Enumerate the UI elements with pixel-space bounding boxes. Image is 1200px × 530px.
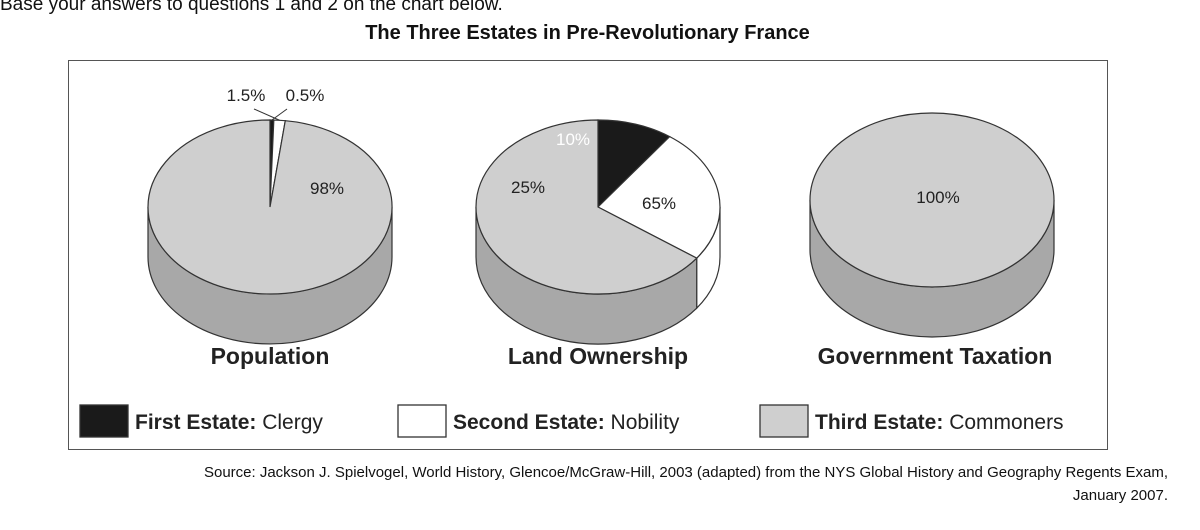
- pie-population: 0.5% 1.5% 98% Population: [147, 86, 393, 369]
- legend-swatch: [397, 404, 447, 438]
- slice-label: 1.5%: [227, 86, 266, 105]
- pie-slice-first-estate: [597, 119, 671, 209]
- legend-swatch: [759, 404, 809, 438]
- source-line-2: January 2007.: [1072, 487, 1168, 504]
- pie-caption: Government Taxation: [818, 343, 1053, 369]
- pie-slice-second-estate: [596, 135, 721, 259]
- pie-land-ownership: 10% 25% 65% Land Ownership: [475, 119, 721, 369]
- legend-item-second-estate: Second Estate: Nobility: [397, 404, 680, 438]
- pie-slice-third-estate: [475, 119, 698, 295]
- source-line-1: Source: Jackson J. Spielvogel, World His…: [203, 464, 1168, 481]
- legend-label: Second Estate: Nobility: [453, 411, 680, 434]
- legend-label: Third Estate: Commoners: [815, 411, 1064, 434]
- pie-caption: Land Ownership: [508, 343, 688, 369]
- slice-label: 25%: [511, 178, 545, 197]
- legend-item-third-estate: Third Estate: Commoners: [759, 404, 1064, 438]
- slice-label: 10%: [556, 130, 590, 149]
- callout-line: [253, 108, 280, 121]
- pie-slice-third-estate: [809, 112, 1055, 288]
- intro-instruction: Base your answers to questions 1 and 2 o…: [0, 0, 503, 15]
- pie-caption: Population: [211, 343, 330, 369]
- source-citation: Source: Jackson J. Spielvogel, World His…: [38, 461, 1168, 507]
- pie-government-taxation: 100% Government Taxation: [809, 112, 1055, 369]
- legend-label: First Estate: Clergy: [135, 411, 323, 434]
- legend-swatch: [79, 404, 129, 438]
- slice-label: 100%: [916, 188, 959, 207]
- slice-label: 65%: [642, 194, 676, 213]
- slice-label: 0.5%: [286, 86, 325, 105]
- legend-item-first-estate: First Estate: Clergy: [79, 404, 323, 438]
- pie-slice-third-estate: [147, 119, 393, 295]
- slice-label: 98%: [310, 179, 344, 198]
- chart-title: The Three Estates in Pre-Revolutionary F…: [365, 22, 810, 44]
